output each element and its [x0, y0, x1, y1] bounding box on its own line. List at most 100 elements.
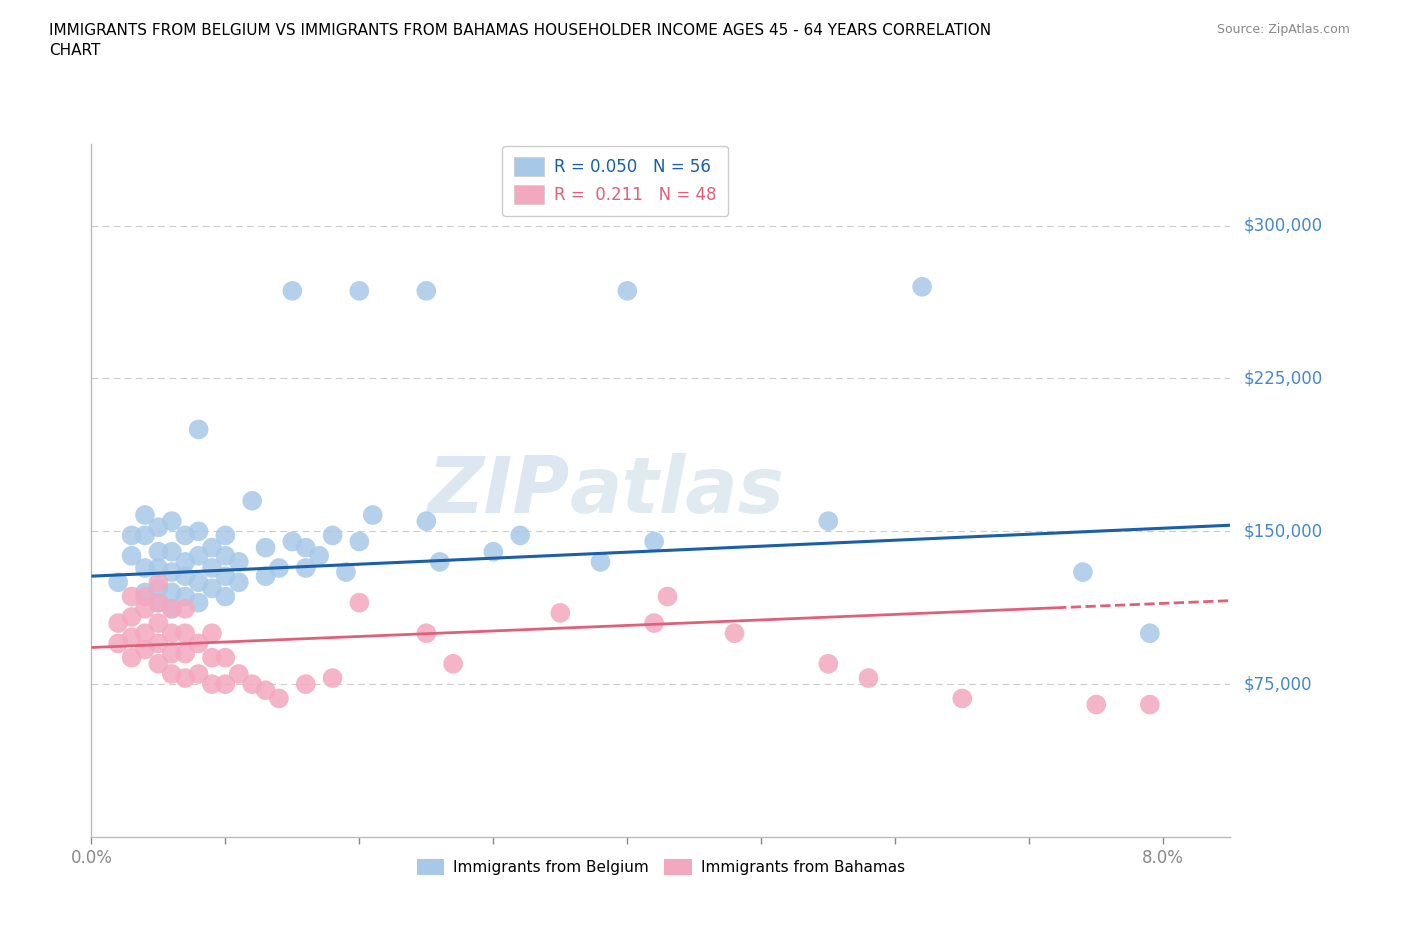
Point: [214, 549, 236, 564]
Point: [148, 575, 170, 590]
Point: [134, 589, 156, 604]
Point: [1071, 565, 1094, 579]
Point: [349, 534, 371, 549]
Point: [950, 691, 973, 706]
Point: [429, 554, 451, 569]
Point: [160, 602, 183, 617]
Point: [174, 671, 197, 685]
Point: [148, 595, 170, 610]
Point: [121, 589, 143, 604]
Point: [148, 520, 170, 535]
Point: [361, 508, 384, 523]
Text: IMMIGRANTS FROM BELGIUM VS IMMIGRANTS FROM BAHAMAS HOUSEHOLDER INCOME AGES 45 - : IMMIGRANTS FROM BELGIUM VS IMMIGRANTS FR…: [49, 23, 991, 58]
Legend: Immigrants from Belgium, Immigrants from Bahamas: Immigrants from Belgium, Immigrants from…: [411, 853, 911, 882]
Point: [148, 561, 170, 576]
Point: [121, 609, 143, 624]
Point: [121, 528, 143, 543]
Point: [267, 691, 290, 706]
Point: [214, 650, 236, 665]
Point: [911, 279, 934, 294]
Point: [134, 528, 156, 543]
Point: [1139, 698, 1161, 712]
Point: [160, 565, 183, 579]
Point: [121, 549, 143, 564]
Point: [214, 528, 236, 543]
Point: [174, 646, 197, 661]
Point: [254, 569, 277, 584]
Point: [817, 657, 839, 671]
Point: [415, 626, 437, 641]
Text: $150,000: $150,000: [1244, 523, 1323, 540]
Point: [294, 677, 316, 692]
Point: [294, 540, 316, 555]
Point: [134, 561, 156, 576]
Point: [134, 642, 156, 657]
Point: [107, 636, 129, 651]
Point: [160, 602, 183, 617]
Point: [174, 528, 197, 543]
Point: [201, 650, 224, 665]
Point: [228, 667, 250, 682]
Point: [174, 569, 197, 584]
Point: [214, 569, 236, 584]
Point: [322, 671, 344, 685]
Point: [349, 284, 371, 299]
Point: [134, 508, 156, 523]
Point: [254, 683, 277, 698]
Text: $225,000: $225,000: [1244, 369, 1323, 388]
Point: [187, 549, 209, 564]
Point: [254, 540, 277, 555]
Point: [550, 605, 572, 620]
Point: [160, 626, 183, 641]
Point: [121, 630, 143, 644]
Point: [240, 493, 263, 508]
Text: $75,000: $75,000: [1244, 675, 1312, 693]
Point: [201, 626, 224, 641]
Point: [160, 513, 183, 528]
Point: [281, 534, 304, 549]
Point: [415, 513, 437, 528]
Point: [214, 677, 236, 692]
Text: ZIP: ZIP: [427, 453, 569, 528]
Point: [187, 422, 209, 437]
Point: [509, 528, 531, 543]
Point: [643, 616, 665, 631]
Point: [148, 616, 170, 631]
Point: [214, 589, 236, 604]
Point: [160, 646, 183, 661]
Text: atlas: atlas: [569, 453, 785, 528]
Point: [174, 554, 197, 569]
Point: [174, 626, 197, 641]
Point: [240, 677, 263, 692]
Point: [187, 636, 209, 651]
Point: [322, 528, 344, 543]
Point: [187, 667, 209, 682]
Point: [281, 284, 304, 299]
Point: [1139, 626, 1161, 641]
Point: [148, 636, 170, 651]
Point: [441, 657, 464, 671]
Point: [134, 626, 156, 641]
Point: [148, 595, 170, 610]
Point: [107, 575, 129, 590]
Point: [107, 616, 129, 631]
Point: [187, 595, 209, 610]
Point: [228, 554, 250, 569]
Point: [174, 589, 197, 604]
Point: [1085, 698, 1108, 712]
Point: [187, 524, 209, 538]
Point: [148, 581, 170, 596]
Point: [201, 561, 224, 576]
Point: [201, 581, 224, 596]
Point: [121, 650, 143, 665]
Point: [187, 575, 209, 590]
Point: [148, 544, 170, 559]
Point: [349, 595, 371, 610]
Point: [858, 671, 880, 685]
Point: [294, 561, 316, 576]
Point: [134, 585, 156, 600]
Point: [415, 284, 437, 299]
Text: $300,000: $300,000: [1244, 217, 1323, 234]
Point: [335, 565, 357, 579]
Point: [160, 544, 183, 559]
